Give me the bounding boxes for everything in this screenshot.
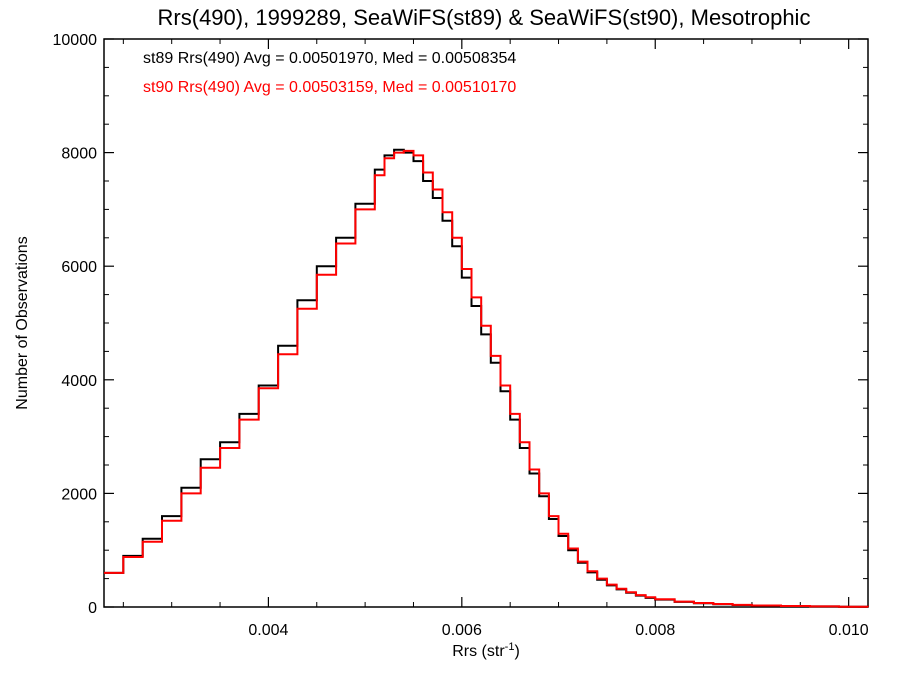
series-line-0 — [104, 148, 869, 608]
stats-annotation: st90 Rrs(490) Avg = 0.00503159, Med = 0.… — [143, 79, 516, 96]
plot-frame — [103, 38, 869, 608]
series-line-1 — [104, 149, 869, 608]
x-axis-label-close: ) — [514, 643, 519, 660]
annotations: st89 Rrs(490) Avg = 0.00501970, Med = 0.… — [143, 50, 516, 96]
chart-title: Rrs(490), 1999289, SeaWiFS(st89) & SeaWi… — [158, 5, 811, 30]
y-tick-label: 8000 — [61, 146, 97, 163]
x-tick-label: 0.008 — [635, 622, 675, 639]
y-tick-label: 0 — [88, 600, 97, 617]
x-tick-label: 0.010 — [829, 622, 869, 639]
y-tick-label: 10000 — [53, 32, 98, 49]
y-tick-label: 4000 — [61, 373, 97, 390]
x-tick-label: 0.006 — [442, 622, 482, 639]
series-layer — [104, 148, 869, 608]
x-axis-label-main: Rrs (str — [452, 643, 505, 660]
x-axis-label: Rrs (str-1) — [452, 641, 520, 660]
y-axis: 0 2000 4000 6000 8000 10000 — [53, 32, 868, 617]
stats-annotation: st89 Rrs(490) Avg = 0.00501970, Med = 0.… — [143, 50, 516, 67]
x-axis: 0.004 0.006 0.008 0.010 — [122, 39, 869, 639]
y-tick-label: 6000 — [61, 259, 97, 276]
y-axis-label: Number of Observations — [14, 236, 31, 409]
x-tick-label: 0.004 — [248, 622, 288, 639]
y-tick-label: 2000 — [61, 486, 97, 503]
x-axis-label-superscript: -1 — [505, 641, 515, 653]
